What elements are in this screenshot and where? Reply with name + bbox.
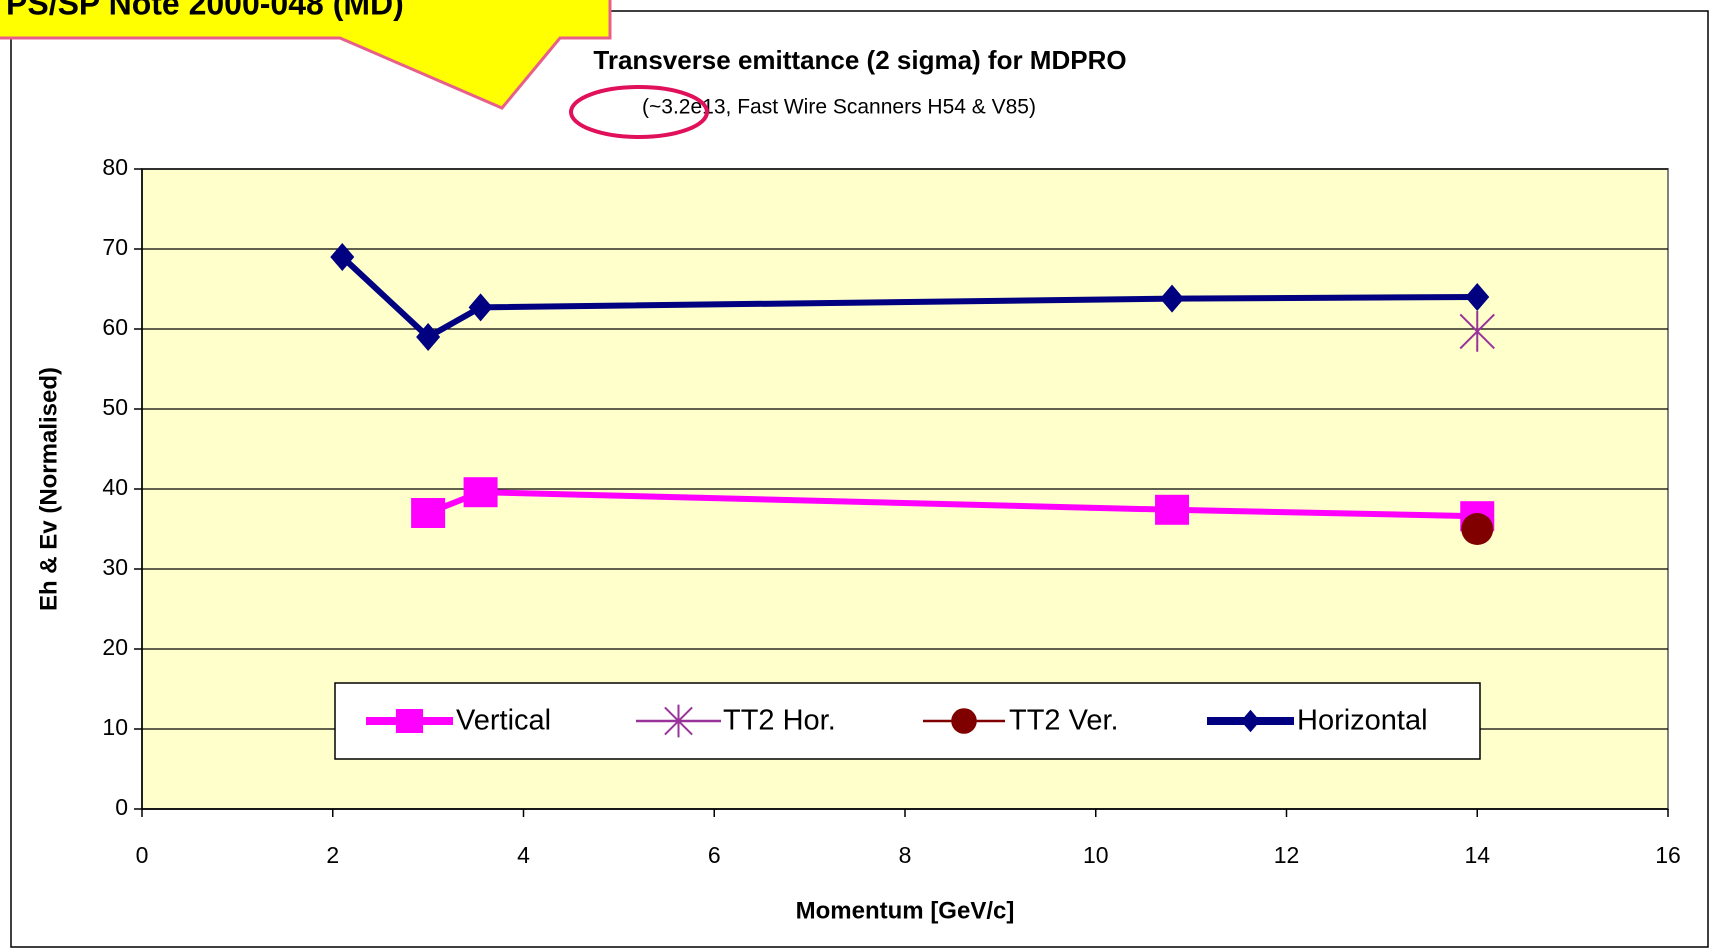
point bbox=[1465, 283, 1490, 311]
x-tick-label: 6 bbox=[708, 842, 721, 868]
legend-marker bbox=[664, 704, 693, 738]
x-tick-label: 16 bbox=[1655, 842, 1681, 868]
legend-label: Horizontal bbox=[1297, 705, 1428, 737]
y-tick-label: 70 bbox=[102, 234, 128, 260]
chart-subtitle: (~3.2e13, Fast Wire Scanners H54 & V85) bbox=[642, 96, 1036, 119]
series-line bbox=[427, 489, 1478, 520]
legend-entries: Vertical TT2 Hor. TT2 Ver. Horizontal bbox=[366, 705, 1428, 738]
legend-marker bbox=[951, 708, 977, 734]
y-tick-label: 20 bbox=[102, 634, 128, 660]
chart-title: Transverse emittance (2 sigma) for MDPRO bbox=[593, 45, 1126, 75]
x-tick-label: 0 bbox=[136, 842, 149, 868]
y-tick-label: 50 bbox=[102, 394, 128, 420]
x-axis-label: Momentum [GeV/c] bbox=[796, 897, 1015, 924]
point bbox=[1461, 513, 1494, 545]
legend-label: Vertical bbox=[456, 705, 551, 737]
callout bbox=[0, 0, 612, 110]
x-tick-label: 2 bbox=[326, 842, 339, 868]
y-tick-label: 60 bbox=[102, 314, 128, 340]
y-tick-label: 0 bbox=[115, 794, 128, 820]
y-tick-label: 30 bbox=[102, 554, 128, 580]
legend-label: TT2 Hor. bbox=[723, 705, 836, 737]
y-tick-label: 80 bbox=[102, 154, 128, 180]
legend-marker bbox=[1240, 709, 1261, 733]
marks bbox=[330, 243, 1495, 545]
x-tick-label: 8 bbox=[899, 842, 912, 868]
point bbox=[416, 323, 441, 351]
point bbox=[1459, 311, 1495, 352]
legend-marker bbox=[395, 709, 424, 733]
x-tick-label: 12 bbox=[1274, 842, 1300, 868]
point bbox=[463, 477, 498, 508]
x-tick-label: 10 bbox=[1083, 842, 1109, 868]
point bbox=[1160, 284, 1185, 313]
highlight-ellipse bbox=[569, 85, 709, 139]
y-tick-label: 40 bbox=[102, 474, 128, 500]
point bbox=[330, 243, 355, 271]
x-tick-label: 14 bbox=[1464, 842, 1490, 868]
legend-label: TT2 Ver. bbox=[1009, 705, 1119, 737]
y-tick-label: 10 bbox=[102, 714, 128, 740]
y-axis-label: Eh & Ev (Normalised) bbox=[35, 367, 62, 611]
point bbox=[411, 498, 446, 528]
point bbox=[1155, 494, 1190, 525]
x-tick-label: 4 bbox=[517, 842, 530, 868]
callout-text: PS/SP Note 2000-048 (MD) bbox=[6, 0, 404, 21]
point bbox=[468, 293, 493, 322]
